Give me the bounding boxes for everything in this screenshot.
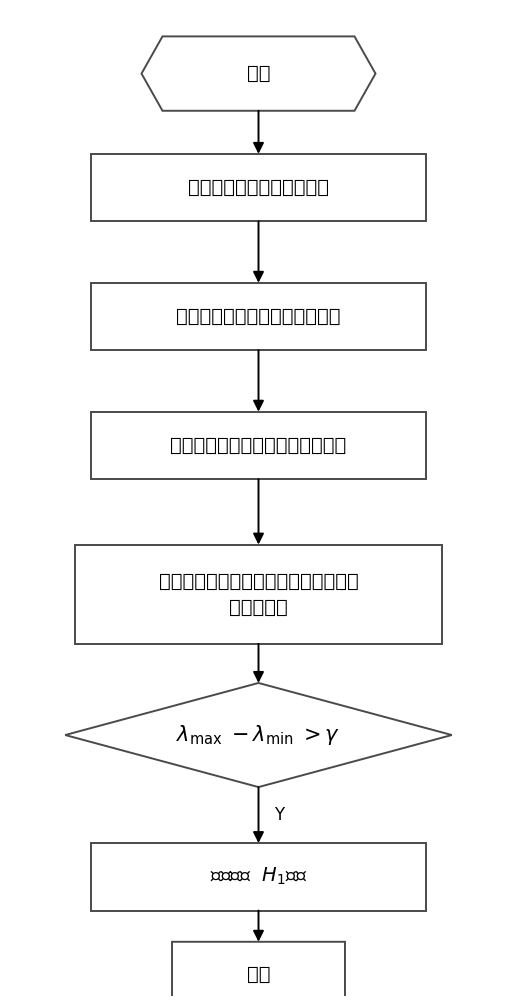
Text: 将样本协方差矩阵进行特征値分解: 将样本协方差矩阵进行特征値分解 [171, 436, 346, 455]
Text: $\lambda_{\mathrm{max}}\;-\lambda_{\mathrm{min}}\;>\gamma$: $\lambda_{\mathrm{max}}\;-\lambda_{\math… [176, 723, 341, 747]
Text: Y: Y [274, 806, 284, 824]
Text: 开始: 开始 [247, 64, 270, 83]
FancyBboxPatch shape [90, 843, 427, 911]
FancyBboxPatch shape [172, 942, 345, 1000]
Polygon shape [142, 36, 375, 111]
FancyBboxPatch shape [90, 154, 427, 221]
Text: 计算认知用户接收信号矩阵: 计算认知用户接收信号矩阵 [188, 178, 329, 197]
Text: 判决假设  $\boldsymbol{H_1}$成立: 判决假设 $\boldsymbol{H_1}$成立 [210, 866, 307, 887]
FancyBboxPatch shape [75, 545, 442, 644]
FancyBboxPatch shape [90, 283, 427, 350]
Polygon shape [65, 683, 452, 787]
Text: 选择最大特征値与最小特征値之差作为
检测统计量: 选择最大特征値与最小特征値之差作为 检测统计量 [159, 571, 358, 617]
FancyBboxPatch shape [90, 412, 427, 479]
Text: 计算接收信号矩阵的协方差矩阵: 计算接收信号矩阵的协方差矩阵 [176, 307, 341, 326]
Text: 结束: 结束 [247, 965, 270, 984]
